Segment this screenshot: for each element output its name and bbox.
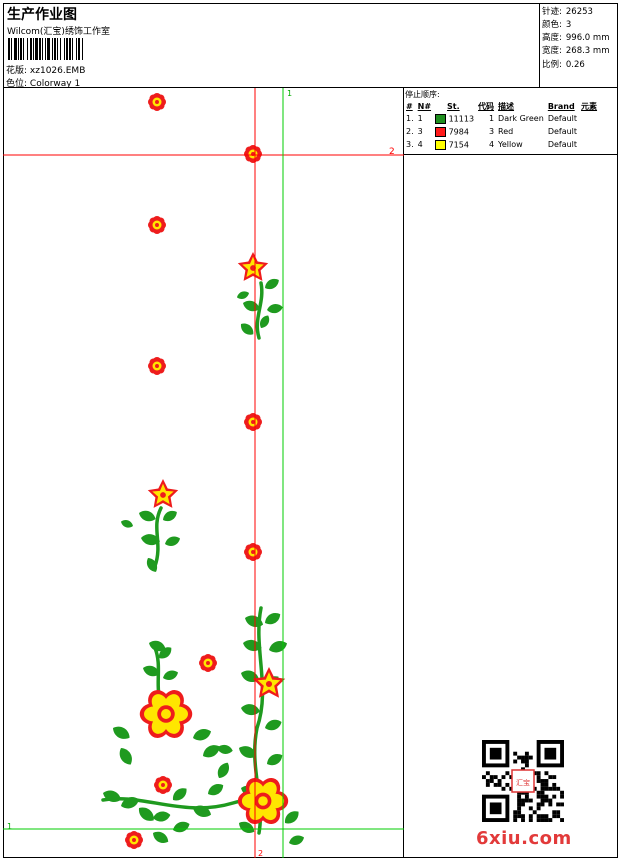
rosette-motif bbox=[148, 93, 166, 111]
col-header: # bbox=[406, 101, 413, 111]
stats-panel: 针迹: 26253 颜色: 3 高度: 996.0 mm 宽度: 268.3 mm 比例… bbox=[540, 3, 618, 88]
page-title: 生产作业图 bbox=[7, 7, 77, 23]
pattern-line: 花版: xz1026.EMB bbox=[6, 63, 85, 76]
col-header: 元素 bbox=[581, 101, 598, 111]
rosette-motif bbox=[125, 831, 143, 849]
qr-code: 汇宝 bbox=[482, 740, 564, 822]
colorway-value: Colorway 1 bbox=[29, 79, 81, 89]
guide-label-top: 1 bbox=[287, 89, 292, 98]
colorway-label: 色位: bbox=[6, 79, 28, 89]
guide-label-bottom: 2 bbox=[258, 849, 263, 858]
stop-sequence-label: 停止顺序: bbox=[405, 90, 440, 99]
col-header: 描述 bbox=[498, 101, 515, 111]
color-swatch bbox=[435, 113, 447, 124]
table-row: 2. 3 7984 3 Red Default bbox=[406, 126, 578, 137]
star-flower-motif bbox=[252, 667, 286, 698]
table-row: 1. 1 11113 1 Dark Green Default bbox=[406, 113, 578, 124]
col-header: 代码 bbox=[478, 101, 495, 111]
star-flower-motif bbox=[237, 252, 269, 281]
design-canvas: 1 2 1 2 bbox=[3, 88, 404, 858]
col-header: N# bbox=[417, 101, 432, 111]
stat-height: 高度: 996.0 mm bbox=[542, 33, 610, 43]
rosette-motif bbox=[148, 357, 166, 375]
rosette-motif bbox=[244, 413, 262, 431]
barcode bbox=[8, 38, 83, 60]
rosette-motif bbox=[244, 543, 262, 561]
qr-stamp: 汇宝 bbox=[516, 778, 530, 787]
rosette-motif bbox=[199, 654, 217, 672]
color-swatch bbox=[435, 139, 447, 150]
guide-label-left: 1 bbox=[7, 822, 12, 831]
stat-scale: 比例: 0.26 bbox=[542, 60, 585, 70]
guide-label-right: 2 bbox=[389, 147, 395, 157]
stop-sequence-panel: 停止顺序: # N# St. 代码 描述 Brand 元素 1. 1 11113… bbox=[404, 88, 618, 155]
table-row: 3. 4 7154 4 Yellow Default bbox=[406, 139, 578, 150]
header-info: 生产作业图 Wilcom(汇宝)绣饰工作室 花版: xz1026.EMB 色位:… bbox=[3, 3, 540, 89]
stat-colors: 颜色: 3 bbox=[542, 20, 572, 30]
embroidery-design: 1 2 1 2 bbox=[3, 88, 404, 858]
col-header: St. bbox=[447, 101, 460, 111]
rosette-motif bbox=[154, 776, 172, 794]
large-flower-motif bbox=[139, 690, 193, 738]
col-header: Brand bbox=[547, 101, 575, 111]
watermark: 6xiu.com bbox=[476, 828, 572, 849]
stop-sequence-table: # N# St. 代码 描述 Brand 元素 1. 1 11113 1 Dar… bbox=[404, 100, 599, 151]
page-frame bbox=[3, 3, 618, 858]
star-flower-motif bbox=[147, 479, 179, 508]
pattern-value: xz1026.EMB bbox=[29, 66, 86, 76]
rosette-motif bbox=[244, 145, 262, 163]
company-name: Wilcom(汇宝)绣饰工作室 bbox=[7, 27, 110, 37]
stat-stitches: 针迹: 26253 bbox=[542, 7, 593, 17]
color-swatch bbox=[435, 126, 447, 137]
stat-width: 宽度: 268.3 mm bbox=[542, 46, 610, 56]
large-flower-motif bbox=[237, 778, 289, 824]
colorway-line: 色位: Colorway 1 bbox=[6, 76, 80, 89]
pattern-label: 花版: bbox=[6, 66, 28, 76]
rosette-motif bbox=[148, 216, 166, 234]
